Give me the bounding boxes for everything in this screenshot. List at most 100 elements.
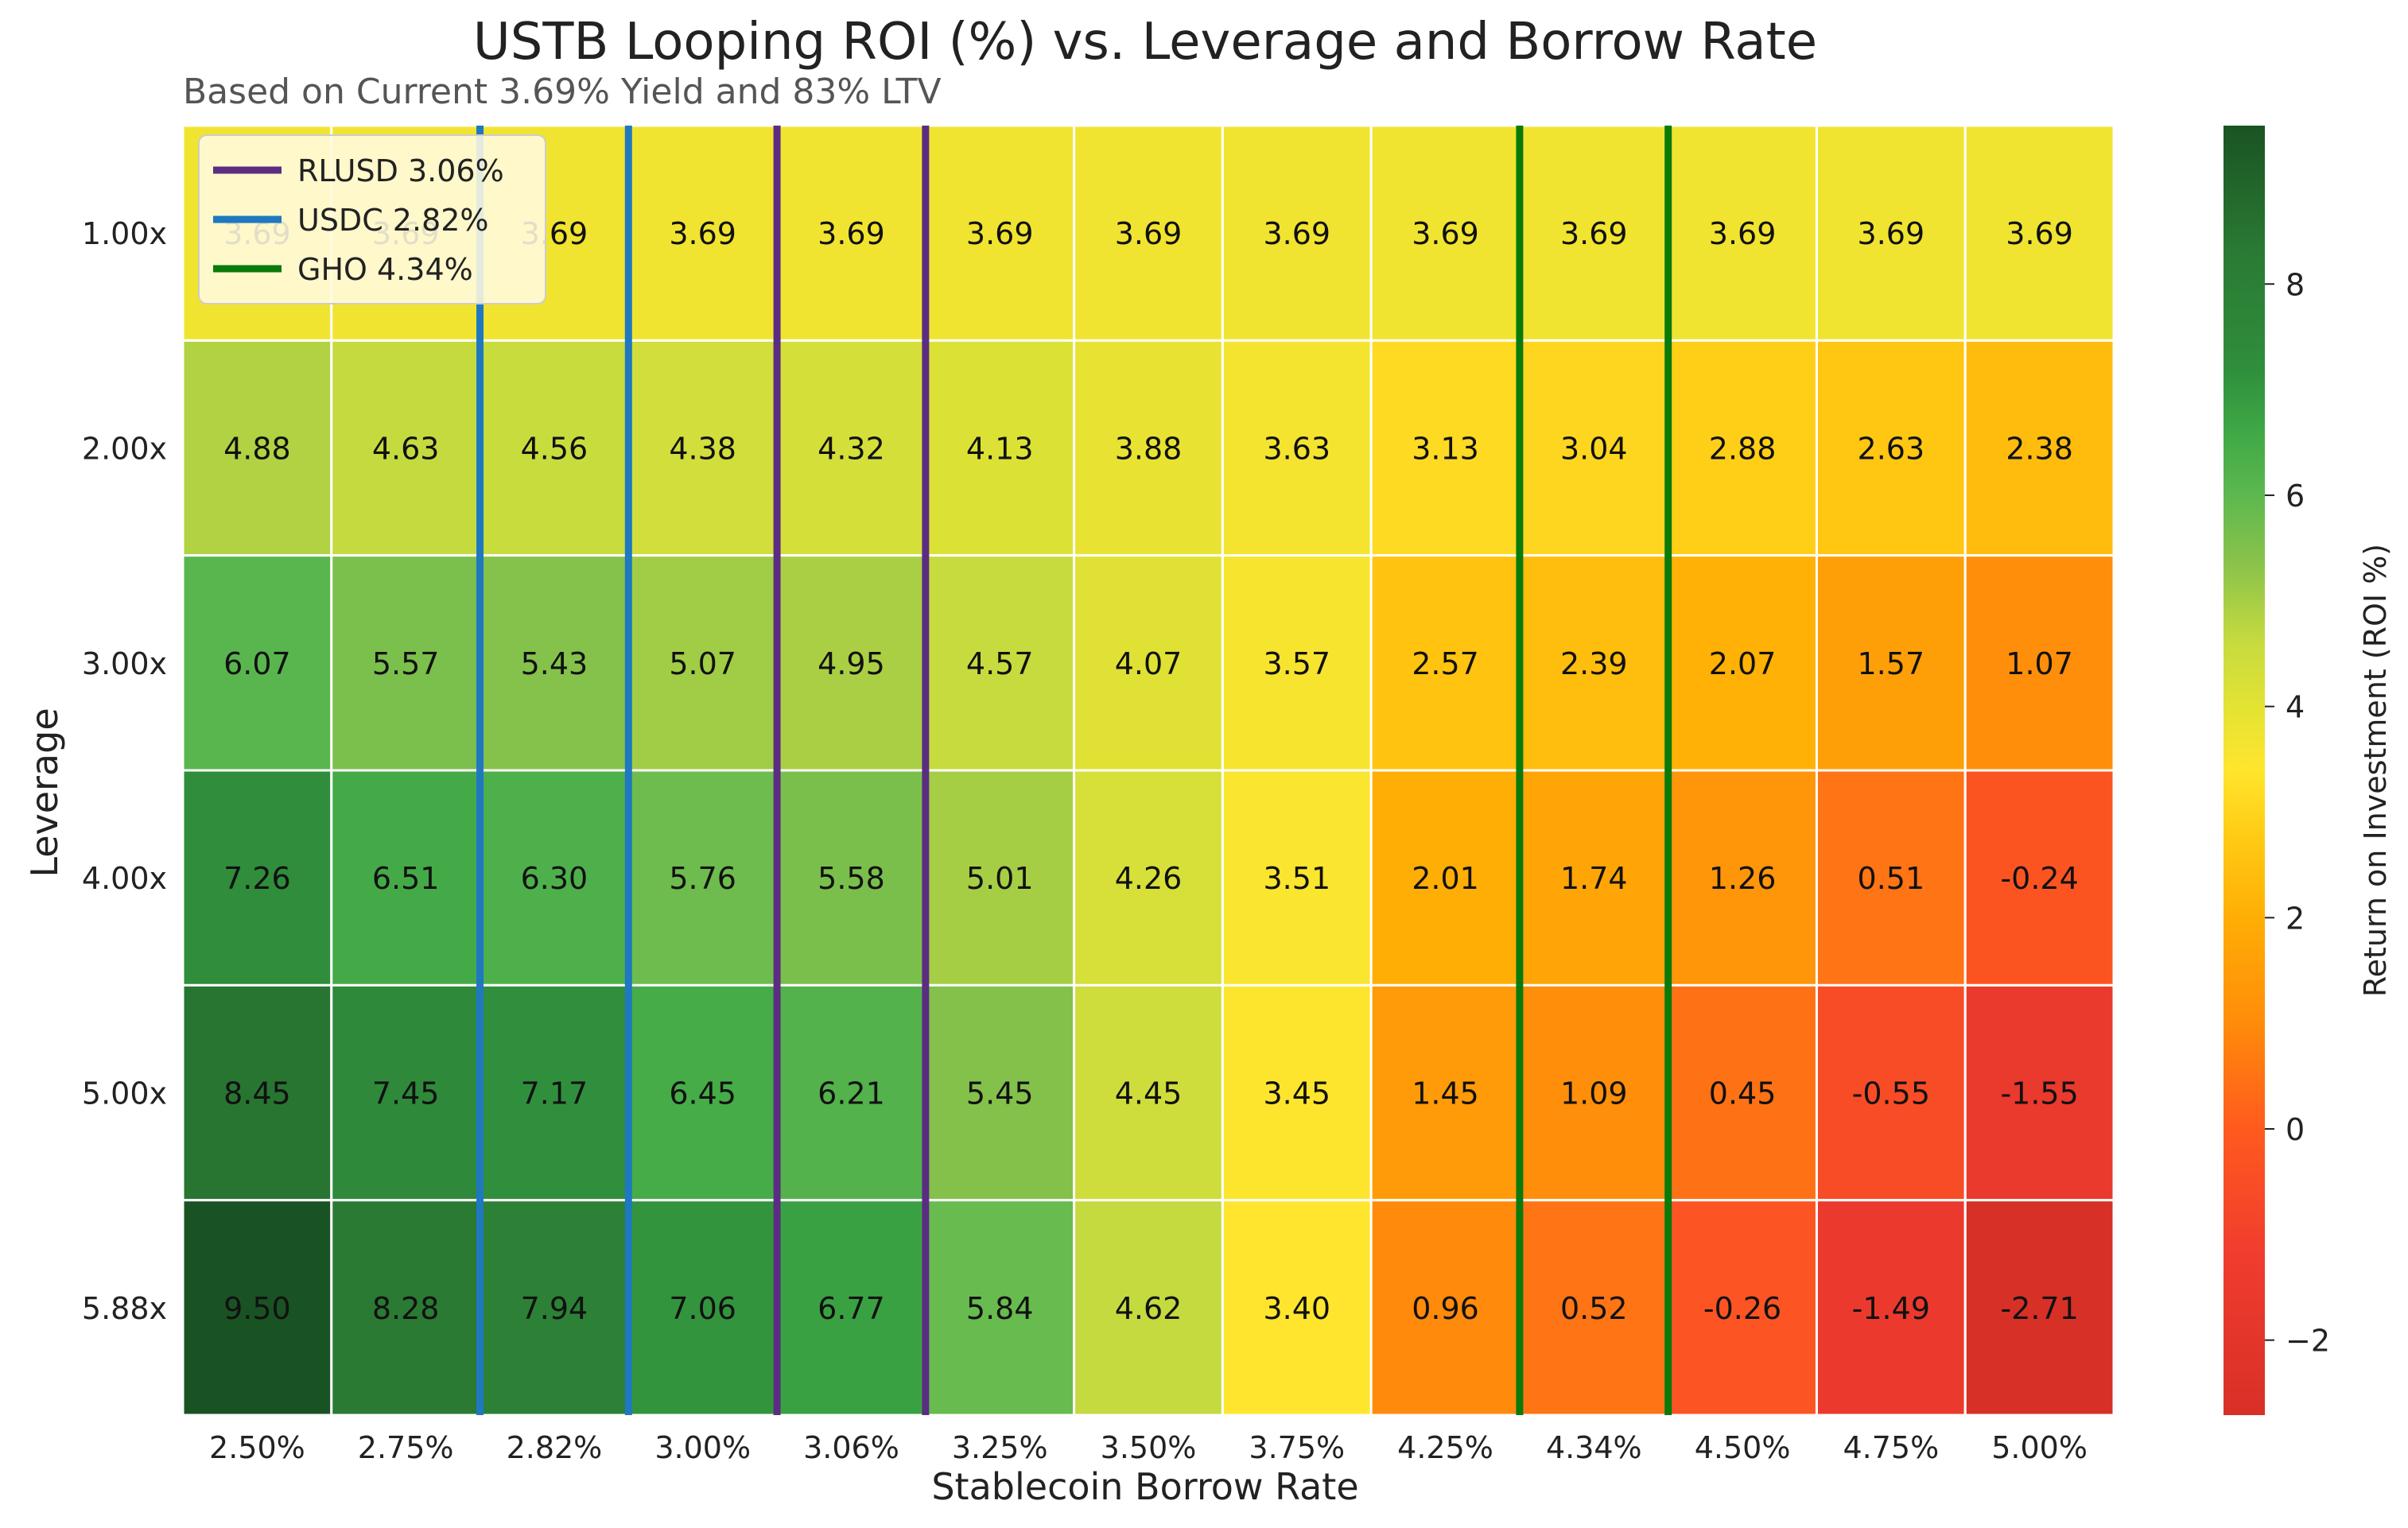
cell-value-label: 7.94 <box>521 1291 588 1326</box>
cell-value-label: 1.45 <box>1412 1076 1479 1111</box>
chart-title: USTB Looping ROI (%) vs. Leverage and Bo… <box>473 13 1817 72</box>
cell-value-label: 3.69 <box>669 216 736 251</box>
heatmap-cell <box>1073 983 1224 1202</box>
cell-value-label: 4.13 <box>966 432 1034 467</box>
cell-value-label: -1.55 <box>2000 1076 2078 1111</box>
cell-value-label: 2.01 <box>1412 861 1479 896</box>
heatmap-cell <box>1518 554 1670 772</box>
x-tick-label: 3.00% <box>654 1430 751 1465</box>
x-tick-label: 2.82% <box>507 1430 603 1465</box>
heatmap-cell <box>1963 983 2115 1202</box>
cell-value-label: 3.69 <box>1263 216 1330 251</box>
cell-value-label: 4.63 <box>372 432 440 467</box>
reference-lines <box>476 126 1672 1415</box>
cell-value-label: 1.57 <box>1858 646 1925 681</box>
cell-value-label: 7.06 <box>669 1291 736 1326</box>
heatmap-cell <box>1815 769 1967 987</box>
x-tick-label: 4.75% <box>1843 1430 1939 1465</box>
cell-value-labels: 3.69 3.69 3.69 3.69 3.69 3.69 3.69 3.69 3.69 3.69… <box>223 216 2079 1326</box>
y-tick-label: 3.00x <box>82 646 167 681</box>
heatmap-cell <box>479 769 630 987</box>
heatmap-cell <box>627 983 779 1202</box>
y-axis-label: Leverage <box>23 708 66 877</box>
cell-value-label: 9.50 <box>223 1291 291 1326</box>
cell-value-label: 5.84 <box>966 1291 1034 1326</box>
x-tick-label: 3.06% <box>803 1430 899 1465</box>
colorbar-tick-label: −2 <box>2286 1324 2330 1359</box>
cell-value-label: 3.69 <box>818 216 885 251</box>
cell-value-label: 0.96 <box>1412 1291 1479 1326</box>
cell-value-label: 3.40 <box>1263 1291 1330 1326</box>
x-tick-label: 3.75% <box>1249 1430 1345 1465</box>
heatmap-cell <box>181 983 333 1202</box>
heatmap-cell <box>479 554 630 772</box>
heatmap-cell <box>1369 769 1521 987</box>
colorbar <box>2224 126 2265 1415</box>
cell-value-label: -0.55 <box>1852 1076 1930 1111</box>
heatmap-cell <box>1815 1199 1967 1417</box>
heatmap-cell <box>627 769 779 987</box>
cell-value-label: 6.45 <box>669 1076 736 1111</box>
cell-value-label: -1.49 <box>1852 1291 1930 1326</box>
colorbar-label: Return on Investment (ROI %) <box>2358 544 2393 997</box>
cell-value-label: 4.56 <box>521 432 588 467</box>
cell-value-label: 3.04 <box>1560 432 1628 467</box>
cell-value-label: 0.51 <box>1858 861 1925 896</box>
heatmap-cell <box>924 339 1076 557</box>
heatmap-cell <box>924 769 1076 987</box>
heatmap-cells <box>181 124 2115 1417</box>
heatmap-cell <box>1518 1199 1670 1417</box>
heatmap-cell <box>627 124 779 342</box>
heatmap-cell <box>1369 339 1521 557</box>
colorbar-tick-label: 0 <box>2286 1112 2305 1147</box>
legend-entry-label: RLUSD 3.06% <box>297 153 504 188</box>
heatmap-cell <box>924 1199 1076 1417</box>
cell-value-label: 7.26 <box>223 861 291 896</box>
x-tick-label: 4.50% <box>1695 1430 1791 1465</box>
cell-value-label: 8.45 <box>223 1076 291 1111</box>
cell-value-label: 5.01 <box>966 861 1034 896</box>
x-tick-label: 4.34% <box>1546 1430 1642 1465</box>
cell-value-label: 6.77 <box>818 1291 885 1326</box>
cell-value-label: 2.63 <box>1858 432 1925 467</box>
y-tick-labels: 1.00x 2.00x 3.00x 4.00x 5.00x 5.88x <box>82 216 167 1326</box>
cell-value-label: 5.57 <box>372 646 440 681</box>
heatmap-cell <box>479 1199 630 1417</box>
cell-value-label: 4.57 <box>966 646 1034 681</box>
heatmap-cell <box>181 339 333 557</box>
cell-value-label: 5.43 <box>521 646 588 681</box>
heatmap-cell <box>1073 339 1224 557</box>
cell-value-label: 4.26 <box>1115 861 1183 896</box>
legend-entry-label: USDC 2.82% <box>297 203 489 238</box>
heatmap-cell <box>1667 1199 1818 1417</box>
cell-value-label: 4.45 <box>1115 1076 1183 1111</box>
cell-value-label: 4.95 <box>818 646 885 681</box>
cell-value-label: 2.88 <box>1709 432 1777 467</box>
heatmap-cell <box>1815 124 1967 342</box>
cell-value-label: 8.28 <box>372 1291 440 1326</box>
heatmap-cell <box>1667 554 1818 772</box>
y-tick-label: 4.00x <box>82 861 167 896</box>
x-tick-label: 3.25% <box>952 1430 1048 1465</box>
heatmap-cell <box>181 1199 333 1417</box>
colorbar-tick-label: 2 <box>2286 901 2305 936</box>
heatmap-cell <box>1815 554 1967 772</box>
heatmap-cell <box>1963 554 2115 772</box>
cell-value-label: 3.69 <box>2006 216 2073 251</box>
x-tick-label: 5.00% <box>1991 1430 2088 1465</box>
cell-value-label: -0.26 <box>1703 1291 1781 1326</box>
heatmap-cell <box>181 554 333 772</box>
heatmap-cell <box>1221 1199 1373 1417</box>
cell-value-label: 3.45 <box>1263 1076 1330 1111</box>
heatmap-cell <box>330 554 482 772</box>
heatmap-cell <box>181 769 333 987</box>
cell-value-label: 4.32 <box>818 432 885 467</box>
cell-value-label: 7.45 <box>372 1076 440 1111</box>
heatmap-cell <box>1963 124 2115 342</box>
cell-value-label: 2.57 <box>1412 646 1479 681</box>
heatmap-cell <box>775 1199 927 1417</box>
colorbar-tick-label: 4 <box>2286 690 2305 725</box>
legend-box <box>198 134 546 304</box>
cell-value-label: 0.45 <box>1709 1076 1777 1111</box>
